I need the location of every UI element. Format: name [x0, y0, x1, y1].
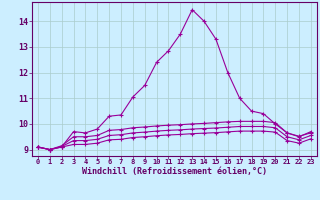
- X-axis label: Windchill (Refroidissement éolien,°C): Windchill (Refroidissement éolien,°C): [82, 167, 267, 176]
